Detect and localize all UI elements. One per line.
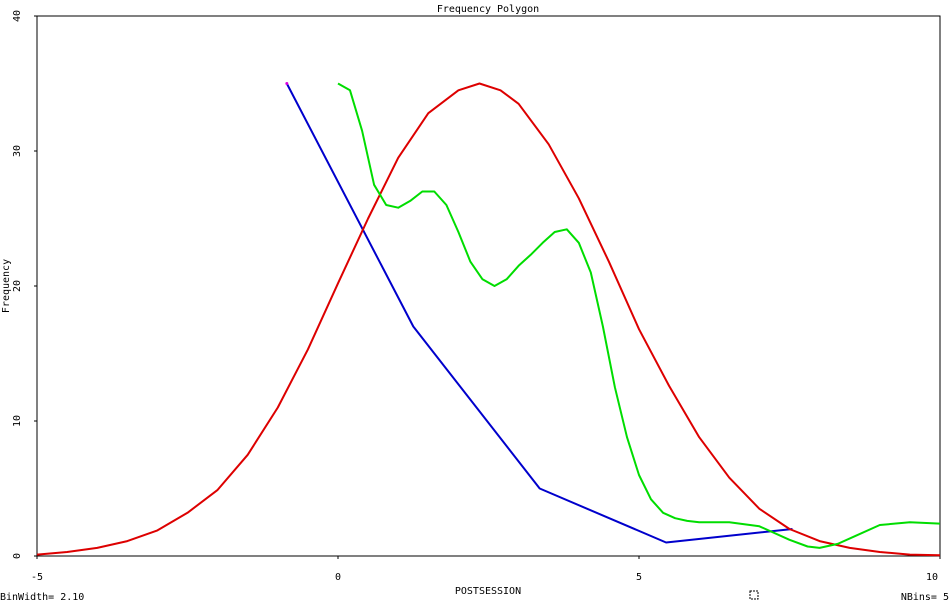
- binwidth-label: BinWidth= 2.10: [0, 592, 85, 603]
- y-ticks: 0 10 20 30 40: [12, 10, 37, 559]
- resize-handle[interactable]: [749, 590, 759, 600]
- x-tick-label: 10: [926, 572, 938, 583]
- nbins-label: NBins= 5: [900, 592, 949, 603]
- series-line-smoothed: [337, 82, 941, 549]
- y-tick-label: 10: [12, 415, 23, 427]
- series-start-point: [285, 82, 289, 85]
- resize-icon: [749, 590, 759, 600]
- y-tick-label: 20: [12, 280, 23, 292]
- x-tick-label: 0: [335, 572, 341, 583]
- chart-title: Frequency Polygon: [437, 4, 539, 15]
- x-ticks: -5 0 5 10: [31, 556, 941, 583]
- series-group: [36, 82, 941, 557]
- series-line-frequency-polygon: [285, 83, 793, 544]
- x-tick-label: -5: [31, 572, 43, 583]
- x-tick-label: 5: [636, 572, 642, 583]
- plot-frame: [36, 15, 941, 557]
- y-axis-label: Frequency: [1, 259, 12, 313]
- y-tick-label: 30: [12, 145, 23, 157]
- y-tick-label: 40: [12, 10, 23, 22]
- x-axis-label: POSTSESSION: [455, 586, 521, 597]
- series-line-normal-curve: [36, 82, 941, 557]
- y-tick-label: 0: [12, 553, 23, 559]
